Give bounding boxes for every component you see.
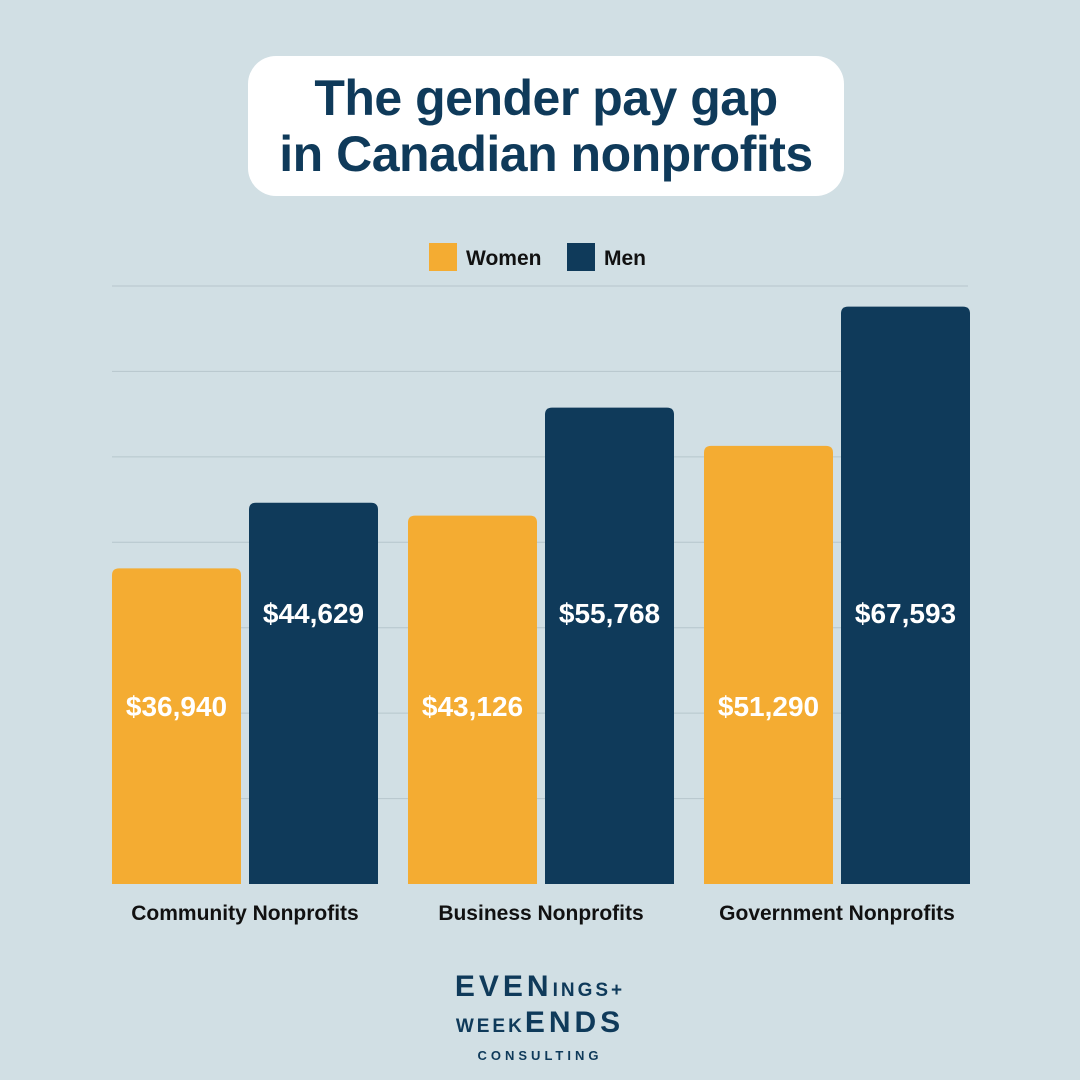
brand-logo: EVENINGS+ WEEKENDS CONSULTING — [0, 972, 1080, 1064]
bar-women-3 — [704, 445, 833, 884]
x-tick-label-2: Business Nonprofits — [438, 902, 643, 925]
x-tick-label-3: Government Nonprofits — [719, 902, 955, 925]
data-label-men-1: $44,629 — [263, 598, 364, 629]
bar-men-1 — [249, 502, 378, 884]
brand-line-1: EVENINGS+ — [0, 972, 1080, 1006]
title-box: The gender pay gap in Canadian nonprofit… — [248, 56, 844, 196]
brand-line-1-small: INGS+ — [552, 980, 626, 1001]
legend-label-women: Women — [466, 247, 541, 270]
legend-swatch-men — [567, 243, 595, 271]
chart-title-line-1: The gender pay gap — [314, 70, 778, 126]
brand-line-1-large: EVEN — [454, 970, 553, 1003]
data-label-men-3: $67,593 — [855, 598, 956, 629]
x-axis-labels: Community Nonprofits Business Nonprofits G… — [131, 902, 955, 925]
data-label-men-2: $55,768 — [559, 598, 660, 629]
chart-title-line-2: in Canadian nonprofits — [279, 126, 813, 182]
bar-women-1 — [112, 568, 241, 884]
legend-swatch-women — [429, 243, 457, 271]
data-label-women-1: $36,940 — [126, 691, 227, 722]
bars — [112, 306, 970, 885]
data-labels: $36,940 $44,629 $43,126 $55,768 $51,290 $67,5… — [126, 598, 956, 722]
bar-men-2 — [545, 407, 674, 884]
data-label-women-3: $51,290 — [718, 691, 819, 722]
brand-line-3: CONSULTING — [477, 1048, 603, 1063]
legend-label-men: Men — [604, 247, 646, 270]
bar-women-2 — [408, 515, 537, 884]
brand-line-2-small: WEEK — [455, 1016, 525, 1037]
data-label-women-2: $43,126 — [422, 691, 523, 722]
brand-line-2: WEEKENDS — [0, 1008, 1080, 1042]
legend: Women Men — [429, 243, 646, 271]
chart-title: The gender pay gap in Canadian nonprofit… — [279, 70, 813, 182]
brand-line-2-large: ENDS — [524, 1006, 625, 1039]
x-tick-label-1: Community Nonprofits — [131, 902, 358, 925]
bar-men-3 — [841, 306, 970, 885]
